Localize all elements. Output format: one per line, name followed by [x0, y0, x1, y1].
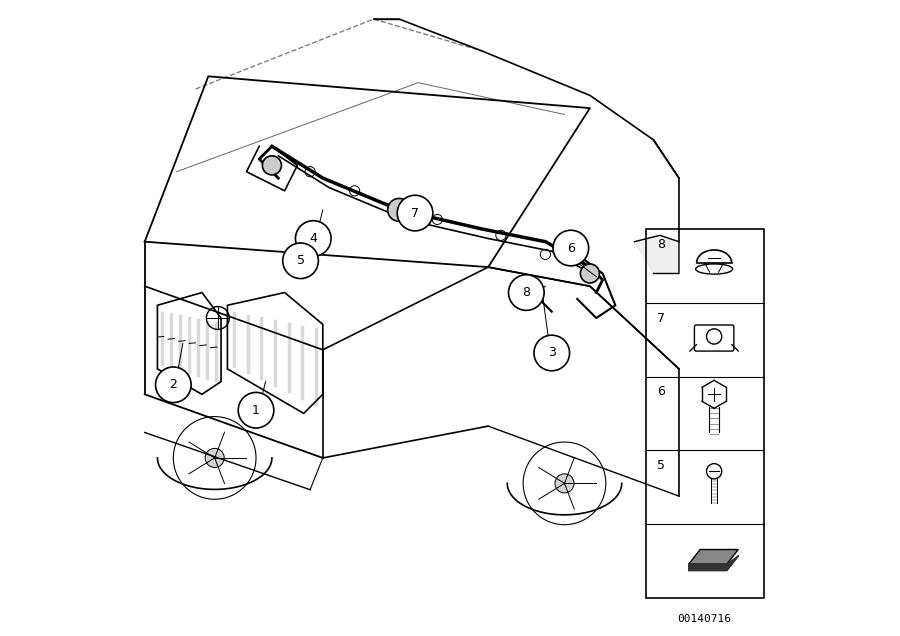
Text: 6: 6: [567, 242, 575, 254]
Polygon shape: [634, 235, 679, 273]
Circle shape: [534, 335, 570, 371]
Text: 8: 8: [657, 238, 665, 251]
Circle shape: [508, 275, 544, 310]
Circle shape: [205, 448, 224, 467]
Text: 1: 1: [252, 404, 260, 417]
Circle shape: [238, 392, 274, 428]
Circle shape: [263, 156, 282, 175]
Circle shape: [388, 198, 410, 221]
Text: 6: 6: [657, 385, 665, 398]
Circle shape: [580, 264, 599, 283]
Circle shape: [553, 230, 589, 266]
Polygon shape: [688, 556, 738, 570]
Polygon shape: [688, 550, 738, 564]
Circle shape: [283, 243, 319, 279]
Text: 5: 5: [657, 459, 665, 472]
Text: 8: 8: [522, 286, 530, 299]
Circle shape: [295, 221, 331, 256]
Text: 00140716: 00140716: [678, 614, 732, 624]
Circle shape: [397, 195, 433, 231]
Text: 3: 3: [548, 347, 555, 359]
Text: 2: 2: [169, 378, 177, 391]
Text: 5: 5: [296, 254, 304, 267]
Text: 7: 7: [411, 207, 419, 219]
Text: 7: 7: [657, 312, 665, 324]
Circle shape: [156, 367, 191, 403]
Text: 4: 4: [310, 232, 317, 245]
Circle shape: [555, 474, 574, 493]
